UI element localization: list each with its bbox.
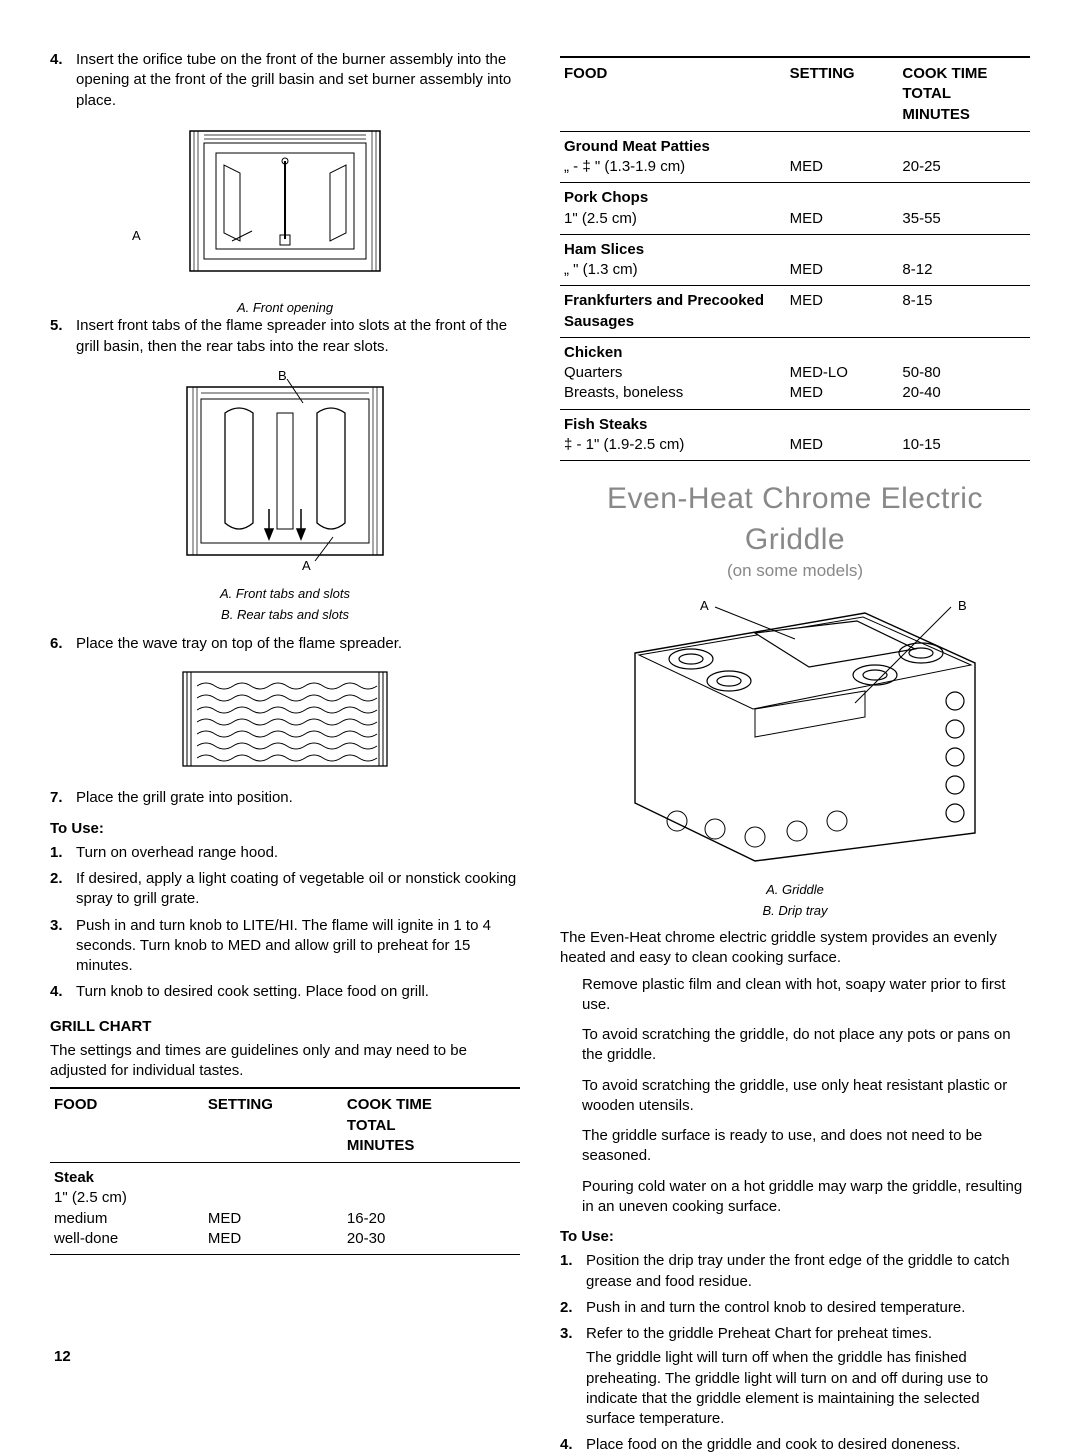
to-use-steps-r: 1.Position the drip tray under the front… <box>560 1251 1030 1455</box>
griddle-cap2: B. Drip tray <box>560 902 1030 920</box>
griddle-bullets: Remove plastic film and clean with hot, … <box>582 975 1030 1218</box>
steak-medium: medium <box>54 1210 107 1227</box>
to-use-step: 4.Turn knob to desired cook setting. Pla… <box>50 982 520 1002</box>
step-num: 1. <box>50 843 76 863</box>
step-text: Push in and turn knob to LITE/HI. The fl… <box>76 916 520 977</box>
bullet: Pouring cold water on a hot griddle may … <box>582 1177 1030 1218</box>
to-use-step: 3.Refer to the griddle Preheat Chart for… <box>560 1324 1030 1429</box>
griddle-intro: The Even-Heat chrome electric griddle sy… <box>560 928 1030 969</box>
range-svg <box>605 593 985 863</box>
figure-2: B A <box>50 367 520 577</box>
table-row: Ham Slices„ " (1.3 cm)MED8-12 <box>560 234 1030 286</box>
left-column: 4. Insert the orifice tube on the front … <box>50 50 520 1367</box>
step-text: Place food on the griddle and cook to de… <box>586 1435 1030 1455</box>
to-use-step: 2.Push in and turn the control knob to d… <box>560 1298 1030 1318</box>
figure-1: A <box>50 121 520 291</box>
fig2-cap2: B. Rear tabs and slots <box>50 606 520 624</box>
step-7: 7. Place the grill grate into position. <box>50 788 520 808</box>
step-num: 2. <box>560 1298 586 1318</box>
bullet: To avoid scratching the griddle, use onl… <box>582 1076 1030 1117</box>
step-num: 2. <box>50 869 76 910</box>
fig2-cap1: A. Front tabs and slots <box>50 585 520 603</box>
step-num: 6. <box>50 634 76 654</box>
table-row: Ground Meat Patties„ - ‡ " (1.3-1.9 cm)M… <box>560 131 1030 183</box>
step-num: 1. <box>560 1251 586 1292</box>
flame-spreader-svg <box>175 367 395 567</box>
label-B: B <box>958 597 967 615</box>
step-5: 5. Insert front tabs of the flame spread… <box>50 316 520 357</box>
assembly-steps-2: 5. Insert front tabs of the flame spread… <box>50 316 520 357</box>
griddle-cap1: A. Griddle <box>560 881 1030 899</box>
to-use-steps: 1.Turn on overhead range hood.2.If desir… <box>50 843 520 1003</box>
griddle-figure: A B <box>560 593 1030 873</box>
steak-head: Steak <box>54 1169 94 1186</box>
to-use-step: 4.Place food on the griddle and cook to … <box>560 1435 1030 1455</box>
griddle-subheading: (on some models) <box>560 560 1030 583</box>
to-use-heading: To Use: <box>50 819 520 839</box>
step-text: Position the drip tray under the front e… <box>586 1251 1030 1292</box>
to-use-step: 1.Position the drip tray under the front… <box>560 1251 1030 1292</box>
to-use-step: 2.If desired, apply a light coating of v… <box>50 869 520 910</box>
page-number: 12 <box>54 1347 71 1367</box>
grill-chart-heading: GRILL CHART <box>50 1017 520 1037</box>
steak-welldone: well-done <box>54 1230 118 1247</box>
col-time: COOK TIME <box>343 1088 520 1115</box>
step-num: 4. <box>50 982 76 1002</box>
step-text: Place the wave tray on top of the flame … <box>76 634 520 654</box>
step-text: Place the grill grate into position. <box>76 788 520 808</box>
chart-note: The settings and times are guidelines on… <box>50 1041 520 1082</box>
table-row: Pork Chops1" (2.5 cm)MED35-55 <box>560 183 1030 235</box>
table-row: ChickenQuartersBreasts, bonelessMED-LOME… <box>560 337 1030 409</box>
bullet: Remove plastic film and clean with hot, … <box>582 975 1030 1016</box>
to-use-heading-r: To Use: <box>560 1227 1030 1247</box>
col-time-2: TOTALMINUTES <box>898 84 1030 131</box>
figure-3 <box>50 664 520 780</box>
col-setting: SETTING <box>786 57 899 84</box>
col-setting: SETTING <box>204 1088 343 1115</box>
step-text: If desired, apply a light coating of veg… <box>76 869 520 910</box>
assembly-steps-4: 7. Place the grill grate into position. <box>50 788 520 808</box>
step-text: Push in and turn the control knob to des… <box>586 1298 1030 1318</box>
to-use-step: 3.Push in and turn knob to LITE/HI. The … <box>50 916 520 977</box>
step-text: Refer to the griddle Preheat Chart for p… <box>586 1324 1030 1429</box>
step-num: 3. <box>560 1324 586 1429</box>
col-food: FOOD <box>560 57 786 84</box>
bullet: To avoid scratching the griddle, do not … <box>582 1025 1030 1066</box>
bullet: The griddle surface is ready to use, and… <box>582 1126 1030 1167</box>
step-num: 4. <box>560 1435 586 1455</box>
table-row: Frankfurters and Precooked SausagesMED8-… <box>560 286 1030 338</box>
wave-tray-svg <box>175 664 395 774</box>
step-text: Turn on overhead range hood. <box>76 843 520 863</box>
step-num: 3. <box>50 916 76 977</box>
grill-chart-right: FOOD SETTING COOK TIME TOTALMINUTES Grou… <box>560 56 1030 461</box>
label-A: A <box>302 557 311 575</box>
right-column: FOOD SETTING COOK TIME TOTALMINUTES Grou… <box>560 50 1030 1367</box>
step-6: 6. Place the wave tray on top of the fla… <box>50 634 520 654</box>
label-B: B <box>278 367 287 385</box>
fig1-caption: A. Front opening <box>50 299 520 317</box>
steak-row: Steak 1" (2.5 cm) medium well-done MED M… <box>50 1163 520 1255</box>
step-num: 5. <box>50 316 76 357</box>
step-num: 7. <box>50 788 76 808</box>
col-time-2: TOTALMINUTES <box>343 1116 520 1163</box>
to-use-step: 1.Turn on overhead range hood. <box>50 843 520 863</box>
step-4: 4. Insert the orifice tube on the front … <box>50 50 520 111</box>
griddle-heading: Even-Heat Chrome Electric Griddle <box>560 479 1030 560</box>
step-num: 4. <box>50 50 76 111</box>
label-A: A <box>700 597 709 615</box>
assembly-steps: 4. Insert the orifice tube on the front … <box>50 50 520 111</box>
steak-size: 1" (2.5 cm) <box>54 1189 127 1206</box>
grill-chart-left: FOOD SETTING COOK TIME TOTALMINUTES Stea… <box>50 1087 520 1255</box>
step-text: Turn knob to desired cook setting. Place… <box>76 982 520 1002</box>
assembly-steps-3: 6. Place the wave tray on top of the fla… <box>50 634 520 654</box>
label-A: A <box>132 227 141 245</box>
table-row: Fish Steaks‡ - 1" (1.9-2.5 cm)MED10-15 <box>560 409 1030 461</box>
col-time: COOK TIME <box>898 57 1030 84</box>
col-food: FOOD <box>50 1088 204 1115</box>
step-text: Insert the orifice tube on the front of … <box>76 50 520 111</box>
grill-basin-svg <box>180 121 390 281</box>
step-text: Insert front tabs of the flame spreader … <box>76 316 520 357</box>
